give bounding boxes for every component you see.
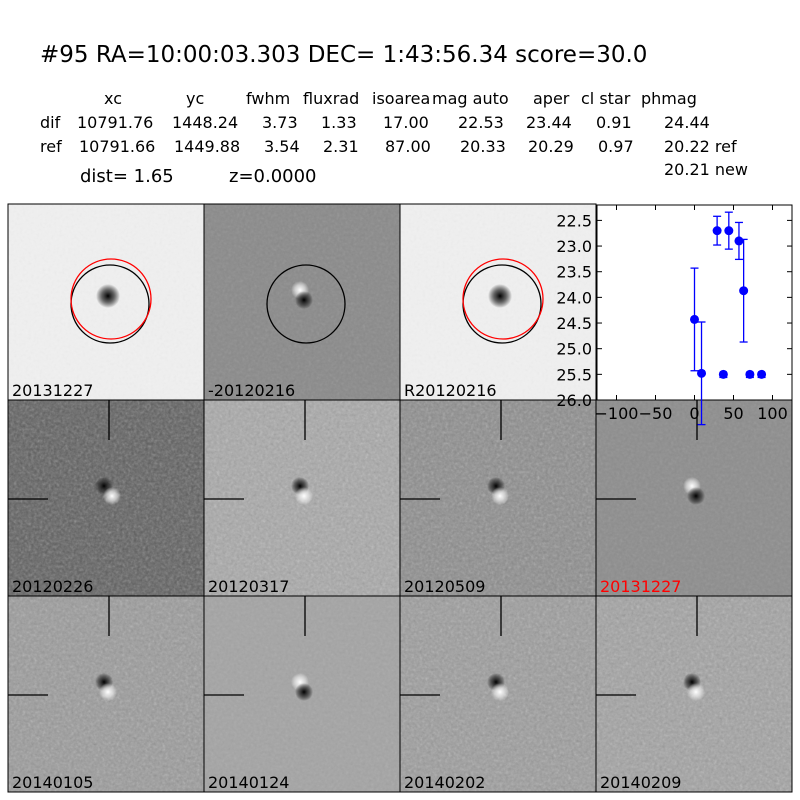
table-cell: 1448.24: [172, 113, 239, 132]
panel-date-label: 20140209: [600, 773, 681, 792]
table-cell: 20.33: [460, 137, 506, 156]
x-tick-label: 0: [689, 404, 699, 423]
cutout-panel: 20120317: [203, 399, 401, 597]
row-label: ref: [40, 137, 62, 156]
column-header: fwhm: [246, 89, 291, 108]
table-cell: 87.00: [385, 137, 431, 156]
panel-date-label: 20120317: [208, 577, 289, 596]
column-header: fluxrad: [303, 89, 360, 108]
table-cell: 17.00: [383, 113, 429, 132]
table-cell: 3.73: [262, 113, 298, 132]
table-cell: 20.22 ref: [664, 137, 737, 156]
column-header: xc: [104, 89, 122, 108]
table-cell: 0.97: [598, 137, 634, 156]
x-tick-label: 50: [723, 404, 743, 423]
table-cell: 2.31: [323, 137, 359, 156]
panel-date-label: 20120509: [404, 577, 485, 596]
table-cell: 10791.76: [77, 113, 154, 132]
cutout-panel: 20120226: [7, 399, 205, 597]
table-cell: 1449.88: [174, 137, 241, 156]
table-cell: 3.54: [264, 137, 300, 156]
y-tick-label: 26.0: [556, 391, 592, 410]
cutout-panel: 20140209: [595, 595, 793, 793]
table-cell: 1.33: [321, 113, 357, 132]
column-header: aper: [533, 89, 570, 108]
y-tick-label: 22.5: [556, 211, 592, 230]
panel-date-label: 20131227: [12, 381, 93, 400]
panel-date-label: 20140105: [12, 773, 93, 792]
panel-date-label: -20120216: [208, 381, 295, 400]
panel-date-label: R20120216: [404, 381, 497, 400]
table-cell: 23.44: [526, 113, 572, 132]
x-tick-label: −100: [595, 404, 639, 423]
data-point: [757, 369, 767, 379]
data-point: [718, 369, 728, 379]
x-tick-label: 100: [757, 404, 788, 423]
data-point: [697, 321, 707, 426]
dist-text: dist= 1.65: [80, 166, 174, 187]
cutout-panel: 20131227: [7, 203, 205, 401]
light-curve-plot: 22.5 23.0 23.5 24.0 24.5 25.0 25.5 26.0−100 −50 0…: [556, 204, 793, 426]
row-label: dif: [40, 113, 61, 132]
panel-date-label: 20131227: [600, 577, 681, 596]
data-point: [690, 267, 699, 372]
x-tick-label: −50: [639, 404, 673, 423]
phmag-new: 20.21 new: [664, 160, 748, 179]
figure-title: #95 RA=10:00:03.303 DEC= 1:43:56.34 scor…: [40, 42, 648, 68]
y-tick-label: 25.5: [556, 365, 592, 384]
table-cell: 0.91: [596, 113, 632, 132]
panel-date-label: 20120226: [12, 577, 93, 596]
panel-date-label: 20140124: [208, 773, 289, 792]
table-cell: 10791.66: [79, 137, 156, 156]
column-header: yc: [186, 89, 205, 108]
data-point: [739, 238, 749, 343]
y-tick-label: 23.0: [556, 237, 592, 256]
y-tick-label: 23.5: [556, 263, 592, 282]
data-point: [724, 211, 734, 250]
column-header: mag auto: [432, 89, 509, 108]
data-point: [745, 369, 755, 379]
cutout-panel: -20120216: [203, 203, 401, 401]
table-cell: 20.29: [528, 137, 574, 156]
cutout-panel: 20140124: [203, 595, 401, 793]
cutout-panel: 20140105: [7, 595, 205, 793]
column-header: phmag: [641, 89, 697, 108]
panel-date-label: 20140202: [404, 773, 485, 792]
cutout-panel: 20140202: [399, 595, 597, 793]
y-tick-label: 25.0: [556, 340, 592, 359]
data-point: [734, 221, 744, 261]
cutout-panel: R20120216: [399, 203, 597, 401]
y-tick-label: 24.5: [556, 314, 592, 333]
column-header: cl star: [581, 89, 631, 108]
table-cell: 24.44: [664, 113, 710, 132]
data-point: [712, 215, 722, 246]
cutout-panel: 20120509: [399, 399, 597, 597]
cutout-panel: 20131227: [595, 399, 793, 597]
y-tick-label: 24.0: [556, 288, 592, 307]
column-header: isoarea: [372, 89, 431, 108]
redshift-text: z=0.0000: [229, 166, 317, 187]
table-cell: 22.53: [458, 113, 504, 132]
